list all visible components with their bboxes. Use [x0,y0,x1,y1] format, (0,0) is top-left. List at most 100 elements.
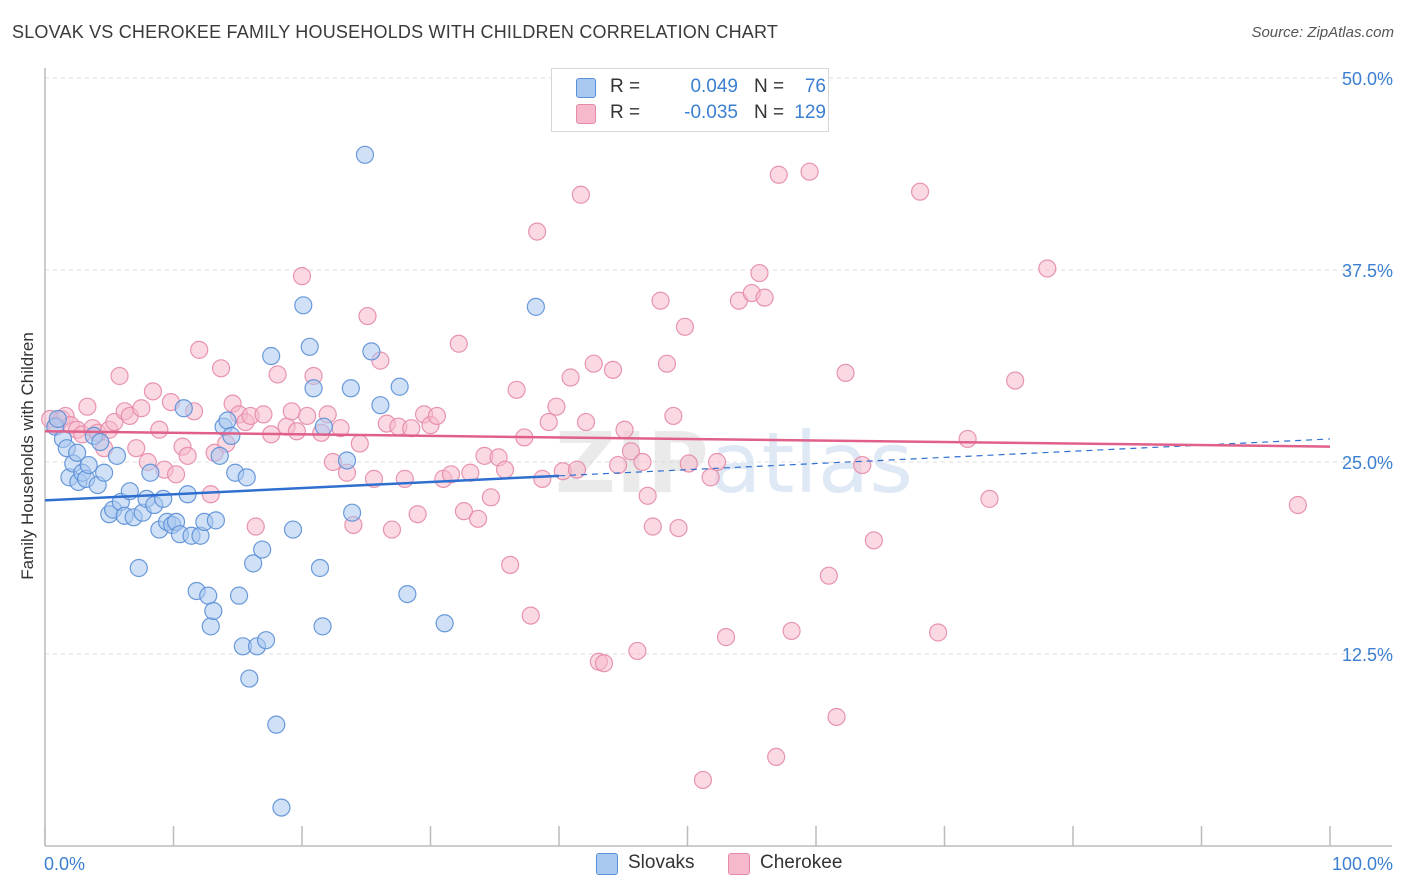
legend-n-value: 76 [804,76,826,97]
slovaks-point [337,451,357,470]
legend-label-cherokee: Cherokee [760,852,843,873]
y-tick-label: 12.5% [1342,645,1393,665]
cherokee-point [571,185,590,204]
watermark-atlas: atlas [710,414,913,512]
correlation-legend: R = 0.049 N = 76 R = -0.035 N = 129 [551,68,829,132]
cherokee-point [769,165,788,184]
cherokee-point [501,555,520,575]
slovaks-point [154,489,173,508]
axes [44,68,1392,847]
legend-swatch-slovaks [576,78,596,98]
x-tick-label: 0.0% [44,854,85,874]
x-tick-label: 100.0% [1332,854,1393,874]
slovaks-point [294,296,313,315]
cherokee-point [1038,259,1057,278]
cherokee-point [481,488,500,507]
legend-label-slovaks: Slovaks [628,852,695,873]
cherokee-point [621,442,641,461]
slovaks-point [253,540,272,559]
legend-r-label: R = [610,76,641,97]
cherokee-point [576,412,596,432]
slovaks-point [141,463,160,482]
cherokee-point [382,520,402,539]
cherokee-point [693,770,713,790]
cherokee-point [638,486,657,505]
legend-n-value: 129 [794,102,826,123]
cherokee-point [864,531,883,550]
slovaks-points [46,145,545,817]
slovaks-point [526,297,545,316]
cherokee-point [928,623,948,642]
cherokee-point [827,707,846,727]
cherokee-point [427,406,447,426]
cherokee-point [150,420,169,439]
cherokee-point [350,434,369,453]
cherokee-point [441,465,461,484]
tick-labels: 12.5% 25.0% 37.5% 50.0% 0.0% 100.0% [44,69,1393,874]
cherokee-point [628,641,647,661]
cherokee-point [268,365,287,384]
cherokee-point [980,489,999,508]
cherokee-point [567,460,587,479]
cherokee-point [679,454,698,473]
cherokee-point [594,654,614,673]
slovaks-point [300,337,319,356]
slovaks-point [218,411,237,430]
cherokee-point [298,406,317,426]
cherokee-point [178,446,197,465]
slovaks-point [91,432,110,452]
trend-lines [44,430,1331,502]
slovaks-point [206,511,226,530]
cherokee-point [603,360,623,379]
cherokee-point [615,420,634,439]
cherokee-point [495,460,515,479]
cherokee-point [958,429,977,449]
slovaks-point [229,586,249,605]
slovaks-point [174,399,193,418]
slovaks-point [256,631,276,650]
slovaks-point [204,601,223,621]
cherokee-point [1006,371,1025,390]
slovaks-point [304,379,323,398]
y-tick-label: 50.0% [1342,69,1393,89]
cherokee-point [651,291,670,310]
cherokee-point [110,366,129,386]
cherokee-point [287,422,306,441]
y-tick-label: 37.5% [1342,261,1393,281]
slovaks-point [371,396,390,415]
slovaks-point [68,443,87,462]
slovaks-point [95,463,114,482]
slovaks-point [48,409,67,429]
cherokee-point [643,517,662,536]
cherokee-trend-line [44,430,1331,448]
cherokee-point [910,182,930,201]
cherokee-point [1288,495,1307,515]
cherokee-point [190,340,209,359]
cherokee-point [584,354,603,373]
legend-r-label: R = [610,102,641,123]
cherokee-point [132,399,151,418]
slovaks-point [262,346,281,366]
slovaks-point [79,455,98,475]
cherokee-point [246,517,265,536]
cherokee-point [836,363,855,383]
cherokee-point [547,397,566,416]
grid-lines [45,77,1392,655]
cherokee-point [449,334,468,353]
legend-n-label: N = [754,102,785,123]
legend-r-value: -0.035 [684,102,738,123]
slovaks-point [398,584,417,604]
source-label: Source: ZipAtlas.com [1251,24,1394,41]
legend-swatch-cherokee [576,104,596,124]
cherokee-point [395,469,414,488]
slovaks-point [129,558,148,578]
slovaks-point [310,558,330,578]
slovaks-point [237,468,256,487]
cherokee-point [669,518,688,538]
cherokee-point [78,397,97,416]
cherokee-point [767,747,786,767]
cherokee-point [533,469,552,488]
cherokee-point [507,380,526,399]
slovaks-point [362,342,381,361]
cherokee-point [166,465,186,484]
